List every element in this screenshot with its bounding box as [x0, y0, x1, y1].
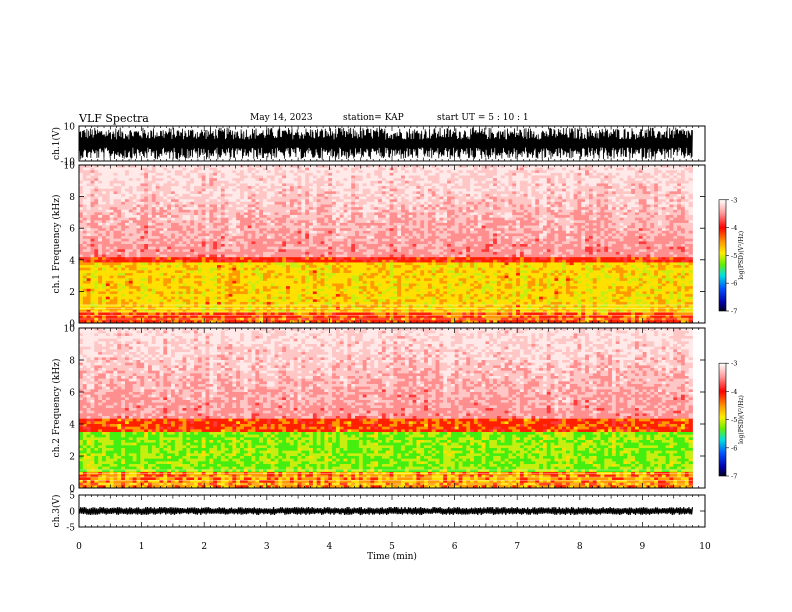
ch3-waveform-ytick-label: 5	[69, 492, 75, 502]
ch3-waveform-ylabel: ch.3(V)	[51, 495, 62, 528]
ch1-spectrogram-colorbar	[718, 199, 727, 312]
x-tick-label: 1	[139, 542, 145, 552]
ch1-spectrogram-ytick-label: 8	[69, 193, 75, 203]
ch2-spectrogram-colorbar-tick: -6	[731, 444, 737, 452]
ch1-waveform-ytick-label: 10	[64, 123, 76, 133]
x-tick-label: 6	[452, 542, 458, 552]
ch1-spectrogram-colorbar-tick: -7	[731, 308, 737, 316]
ch2-spectrogram-colorbar-tick: -3	[731, 360, 737, 368]
ch1-spectrogram-colorbar-tick: -4	[731, 224, 737, 232]
ch1-spectrogram-ytick-label: 2	[69, 288, 75, 298]
ch2-spectrogram-ytick-label: 0	[69, 485, 75, 495]
ch1-spectrogram-ytick-label: 6	[69, 225, 75, 235]
ch2-spectrogram-ytick-label: 6	[69, 389, 75, 399]
ch2-spectrogram-colorbar-tick: -4	[731, 388, 737, 396]
ch2-spectrogram-ytick-label: 8	[69, 357, 75, 367]
ch1-spectrogram-ylabel: ch.1 Frequency (kHz)	[51, 195, 62, 294]
ch1-spectrogram-ytick-label: 10	[64, 162, 76, 172]
x-tick-label: 0	[76, 542, 82, 552]
ch2-spectrogram-ytick-label: 4	[69, 421, 75, 431]
ch1-spectrogram-ytick-label: 0	[69, 320, 75, 330]
ch2-spectrogram-colorbar-tick: -5	[731, 416, 737, 424]
station-label: station= KAP	[343, 113, 404, 123]
ch1-spectrogram-colorbar-tick: -6	[731, 280, 737, 288]
x-tick-label: 10	[699, 542, 711, 552]
x-tick-label: 9	[640, 542, 646, 552]
ch1-waveform-ytick-label: -10	[61, 158, 76, 168]
chart-title: VLF Spectra	[79, 112, 149, 125]
ch2-spectrogram-colorbar	[718, 362, 727, 477]
ch2-spectrogram-ytick-label: 10	[64, 325, 76, 335]
date-label: May 14, 2023	[250, 113, 313, 123]
ch2-spectrogram-colorbar-tick: -7	[731, 473, 737, 481]
ch3-waveform-ytick-label: -5	[66, 524, 75, 534]
x-axis-label: Time (min)	[367, 551, 417, 562]
ch2-spectrogram-ylabel: ch.2 Frequency (kHz)	[51, 359, 62, 458]
ch2-spectrogram-ytick-label: 2	[69, 453, 75, 463]
ch1-waveform-ylabel: ch.1(V)	[51, 127, 62, 160]
ch2-spectrogram-colorbar-label: log(PSD)(V²/Hz)	[738, 395, 745, 444]
ch1-spectrogram-colorbar-label: log(PSD)(V²/Hz)	[738, 231, 745, 280]
x-tick-label: 3	[264, 542, 270, 552]
x-tick-label: 5	[389, 542, 395, 552]
x-tick-label: 8	[577, 542, 583, 552]
x-tick-label: 4	[327, 542, 333, 552]
ch1-spectrogram-colorbar-tick: -5	[731, 252, 737, 260]
x-tick-label: 2	[201, 542, 207, 552]
ch3-waveform-ytick-label: 0	[69, 508, 75, 518]
ch1-spectrogram-ytick-label: 4	[69, 256, 75, 266]
x-tick-label: 7	[514, 542, 520, 552]
start-ut-label: start UT = 5 : 10 : 1	[437, 113, 529, 123]
ch1-spectrogram-colorbar-tick: -3	[731, 196, 737, 204]
